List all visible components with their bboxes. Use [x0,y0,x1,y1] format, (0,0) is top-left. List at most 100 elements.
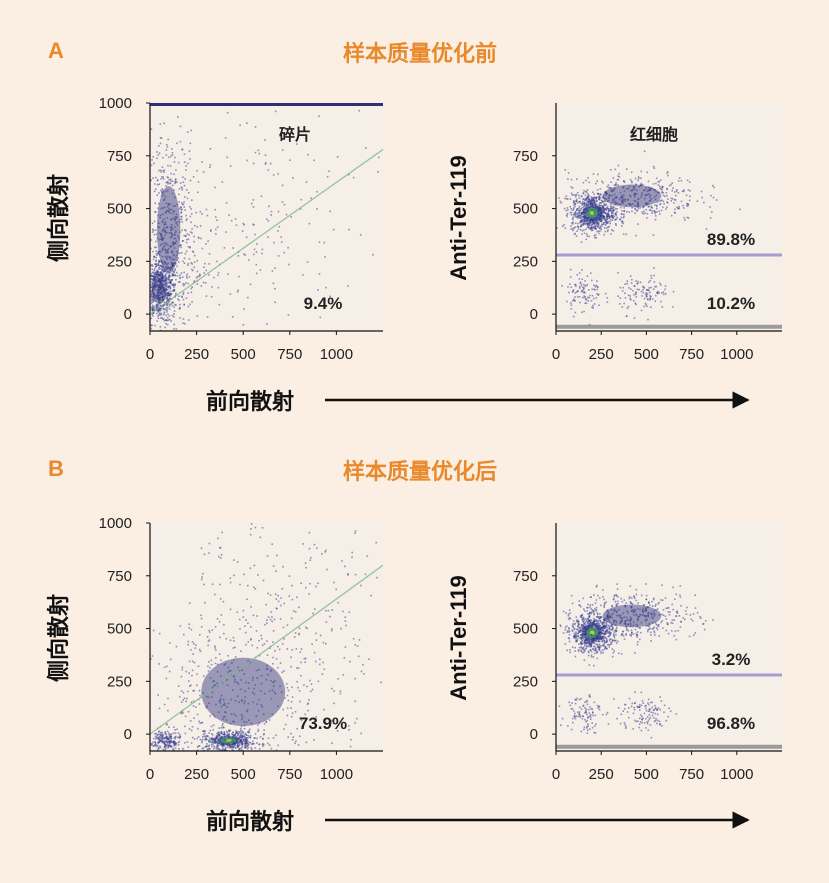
data-point [602,181,604,184]
data-point [190,649,192,651]
data-point [255,669,258,672]
data-point [643,297,646,300]
data-point [168,293,171,296]
x-tick-label: 500 [634,346,659,363]
data-point [268,719,271,721]
data-point [586,200,588,202]
data-point [209,740,212,743]
data-point [601,225,603,227]
data-point [656,205,658,208]
data-point [656,624,659,627]
data-point [154,263,157,266]
data-point [606,301,609,303]
data-point [272,656,274,659]
y-tick-label: 250 [107,253,132,270]
data-point [586,283,589,286]
data-point [682,190,685,193]
data-point [220,705,223,708]
data-point [224,662,227,665]
data-point [240,747,242,749]
data-point [645,294,648,296]
data-point [259,736,262,738]
data-point [219,546,221,549]
data-point [167,697,169,700]
data-point [200,614,202,617]
data-point [182,699,184,701]
data-point [596,180,598,182]
data-point [157,252,159,254]
data-point [641,614,644,616]
data-point [322,661,324,664]
data-point [150,307,152,309]
data-point [582,637,584,639]
data-point [597,640,600,643]
data-point [155,176,157,179]
data-point [661,620,664,622]
data-point [620,206,622,209]
data-point [344,646,347,648]
data-point [190,287,193,290]
data-point [178,201,180,203]
data-point [246,598,248,601]
data-point [658,292,660,294]
data-point [583,627,585,630]
data-point [673,619,676,621]
data-point [171,180,174,183]
data-point [596,223,598,225]
data-point [283,728,285,730]
data-point [592,623,594,625]
data-point [585,221,587,224]
data-point [354,677,356,680]
data-point [612,627,614,629]
data-point [305,626,307,629]
data-point [587,220,589,223]
data-point [615,642,618,644]
data-point [247,660,249,662]
data-point [641,211,643,214]
data-point [164,261,167,264]
data-point [218,303,221,306]
data-point [363,673,365,675]
data-point [211,738,213,741]
data-point [620,220,623,222]
data-point [165,149,168,151]
data-point [272,662,274,665]
data-point [290,732,292,735]
data-point [151,279,154,281]
data-point [666,194,668,197]
data-point [182,181,185,184]
data-point [197,665,200,667]
data-point [655,294,657,297]
data-point [580,637,582,640]
data-point [627,187,630,190]
data-point [190,729,193,732]
data-point [247,746,249,748]
data-point [297,744,300,746]
data-point [596,207,599,209]
data-point [611,655,614,658]
data-point [324,551,326,553]
data-point [589,216,591,219]
data-point [165,737,168,740]
data-point [157,694,159,696]
data-point [659,213,661,215]
data-point [153,292,155,294]
data-point [210,738,212,741]
data-point [595,625,597,628]
data-point [291,649,293,651]
data-point [661,627,664,629]
data-point [248,719,250,721]
data-point [186,233,189,235]
data-point [190,213,193,215]
data-point [254,747,257,749]
density-max [589,210,595,215]
data-point [621,201,624,204]
data-point [151,305,153,308]
data-point [154,278,156,280]
data-point [310,690,312,693]
data-point [608,628,611,631]
data-point [211,734,214,736]
data-point [580,647,583,649]
data-point [152,278,154,280]
data-point [678,207,680,210]
